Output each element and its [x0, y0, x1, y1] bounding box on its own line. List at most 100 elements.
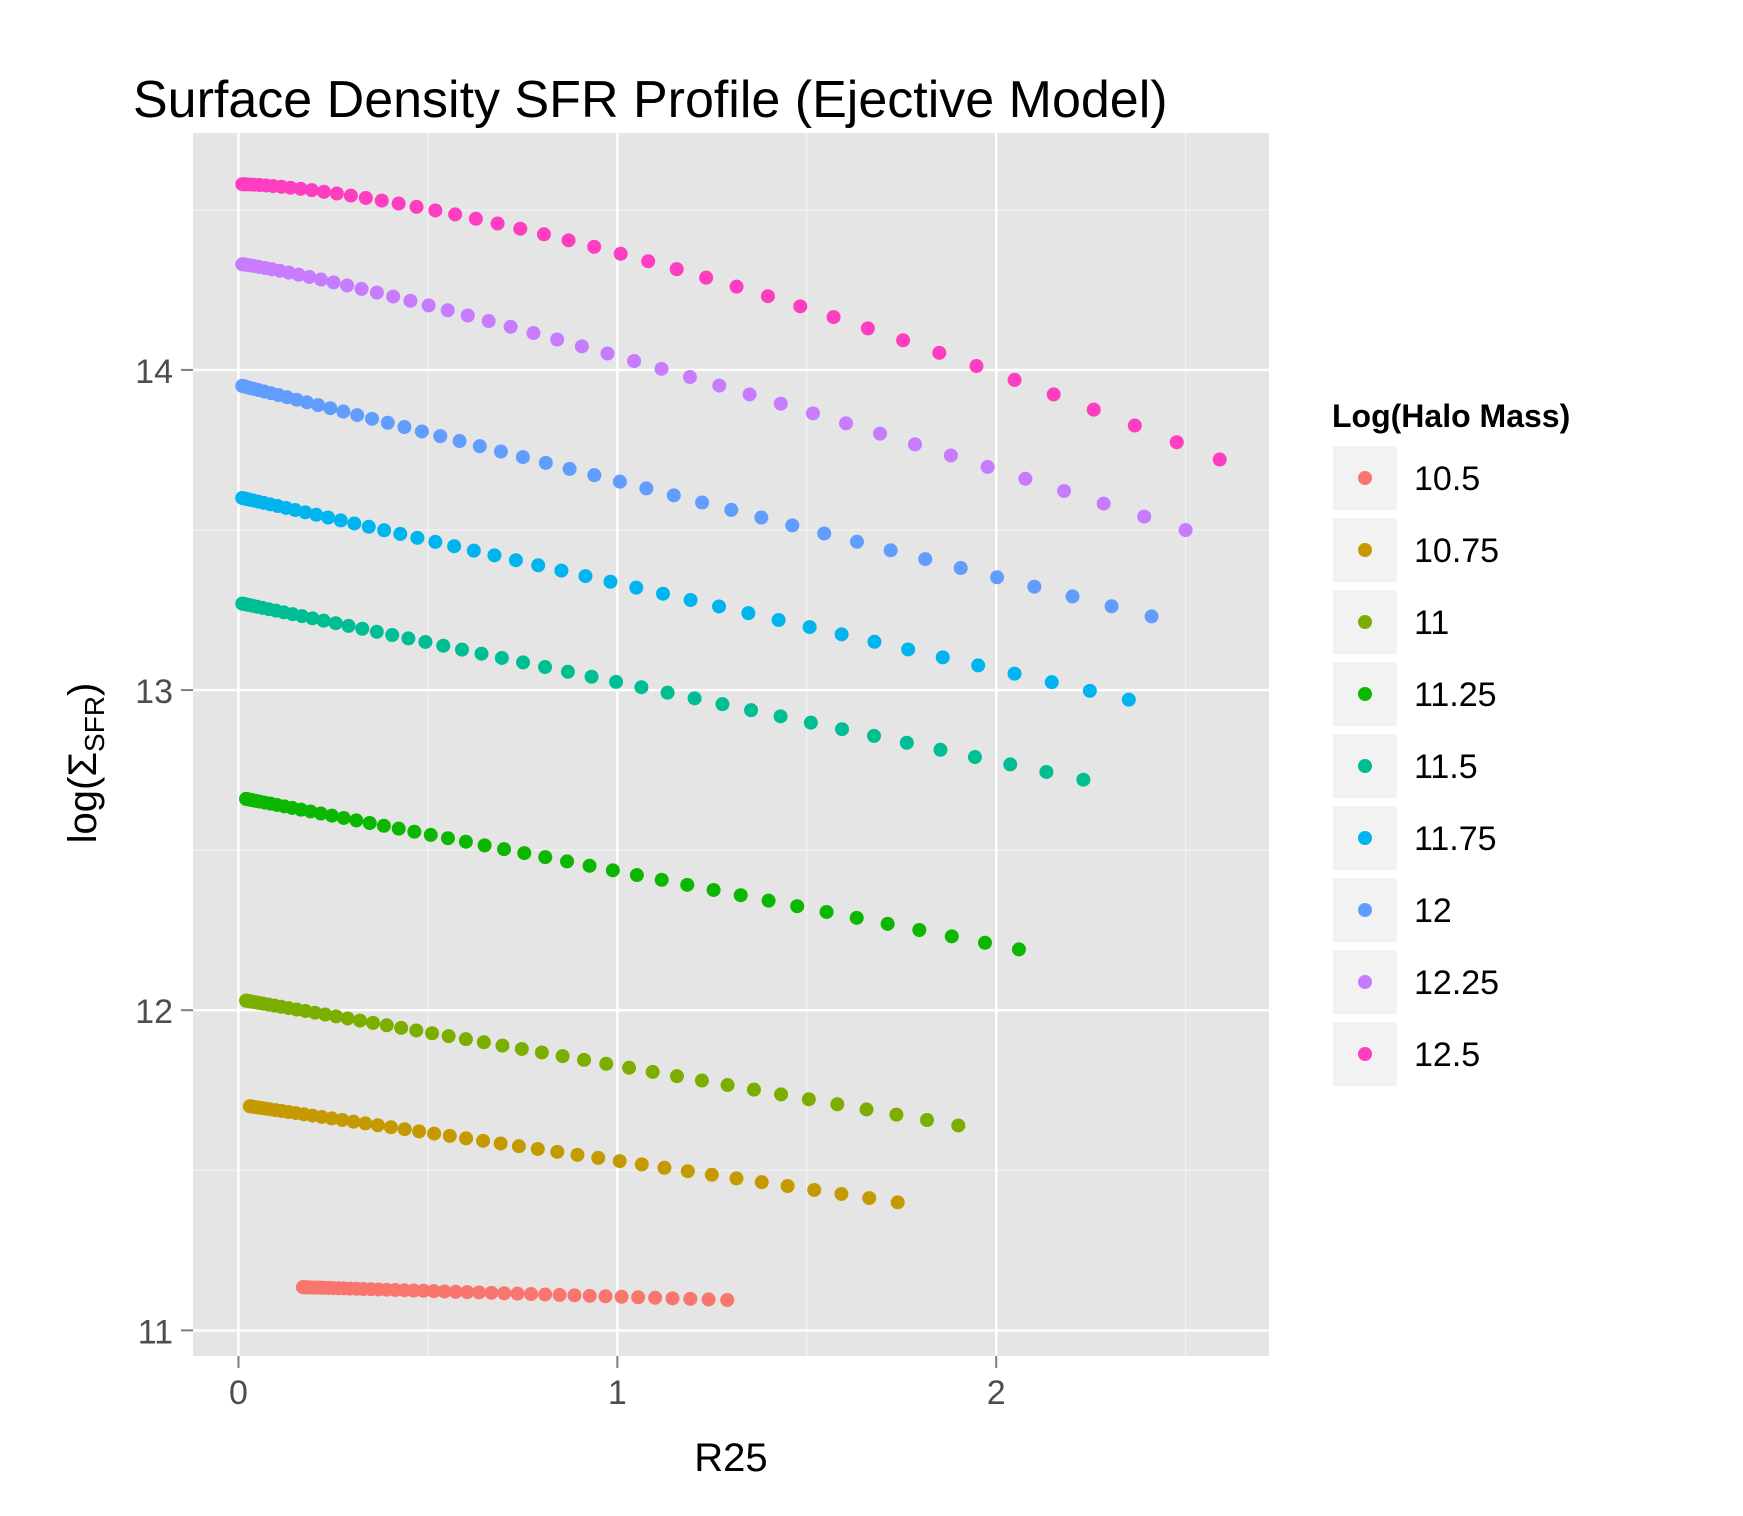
legend-label: 11.5	[1414, 748, 1478, 786]
data-point	[712, 599, 727, 614]
data-point	[834, 1186, 849, 1201]
data-point	[627, 353, 642, 368]
data-point	[1121, 692, 1136, 707]
data-point	[977, 935, 992, 950]
data-point	[570, 1147, 585, 1162]
data-point	[380, 415, 395, 430]
data-point	[802, 620, 817, 635]
data-point	[428, 534, 443, 549]
data-point	[414, 424, 429, 439]
data-point	[531, 558, 546, 573]
data-point	[1144, 609, 1159, 624]
data-point	[511, 1139, 526, 1154]
data-point	[377, 523, 392, 538]
data-point	[834, 627, 849, 642]
data-point	[971, 658, 986, 673]
data-point	[354, 281, 369, 296]
data-point	[366, 1015, 381, 1030]
data-point	[416, 1283, 431, 1298]
data-point	[508, 553, 523, 568]
data-point	[754, 1175, 769, 1190]
data-point	[660, 685, 675, 700]
data-point	[335, 1112, 350, 1127]
y-axis-label: log(ΣSFR)	[61, 683, 110, 844]
data-point	[918, 552, 933, 567]
data-point	[793, 299, 808, 314]
legend-marker	[1358, 759, 1372, 773]
data-point	[1212, 452, 1227, 467]
data-point	[803, 715, 818, 730]
data-point	[1137, 509, 1152, 524]
data-point	[587, 239, 602, 254]
data-point	[830, 1097, 845, 1112]
data-point	[341, 618, 356, 633]
data-point	[562, 461, 577, 476]
data-point	[682, 370, 697, 385]
data-points	[235, 177, 1227, 1307]
data-point	[397, 420, 412, 435]
data-point	[340, 1011, 355, 1026]
data-point	[951, 1118, 966, 1133]
data-point	[907, 437, 922, 452]
data-point	[459, 1131, 474, 1146]
data-point	[920, 1112, 935, 1127]
data-point	[746, 1082, 761, 1097]
data-point	[374, 193, 389, 208]
data-point	[346, 1114, 361, 1129]
data-point	[554, 563, 569, 578]
data-point	[1065, 589, 1080, 604]
data-point	[493, 444, 508, 459]
data-point	[694, 1073, 709, 1088]
legend-label: 12.25	[1414, 964, 1499, 1002]
data-point	[477, 838, 492, 853]
data-point	[407, 824, 422, 839]
data-point	[839, 416, 854, 431]
data-point	[316, 613, 331, 628]
data-point	[437, 1284, 452, 1299]
data-point	[634, 680, 649, 695]
data-point	[494, 650, 509, 665]
legend-label: 10.5	[1414, 460, 1480, 498]
data-point	[347, 516, 362, 531]
data-point	[538, 660, 553, 675]
data-point	[612, 474, 627, 489]
data-point	[669, 262, 684, 277]
data-point	[293, 181, 308, 196]
data-point	[487, 548, 502, 563]
x-axis-label: R25	[694, 1436, 767, 1480]
data-point	[1082, 683, 1097, 698]
data-point	[680, 877, 695, 892]
data-point	[729, 1171, 744, 1186]
data-point	[867, 728, 882, 743]
data-point	[849, 534, 864, 549]
legend-marker	[1358, 687, 1372, 701]
data-point	[1044, 675, 1059, 690]
data-point	[634, 1157, 649, 1172]
data-point	[933, 742, 948, 757]
legend-title: Log(Halo Mass)	[1332, 398, 1570, 434]
data-point	[801, 1092, 816, 1107]
data-point	[530, 1141, 545, 1156]
data-point	[889, 1107, 904, 1122]
data-point	[425, 1026, 440, 1041]
y-axis: 11 12 13 14	[135, 353, 193, 1351]
data-point	[534, 1045, 549, 1060]
data-point	[393, 526, 408, 541]
data-point	[771, 612, 786, 627]
data-point	[603, 574, 618, 589]
data-point	[605, 863, 620, 878]
data-point	[773, 709, 788, 724]
data-point	[1007, 666, 1022, 681]
data-point	[873, 426, 888, 441]
data-point	[687, 691, 702, 706]
data-point	[598, 1289, 613, 1304]
data-point	[969, 359, 984, 374]
data-point	[704, 1167, 719, 1182]
data-point	[744, 703, 759, 718]
data-point	[552, 1287, 567, 1302]
data-point	[932, 345, 947, 360]
data-point	[883, 543, 898, 558]
data-point	[474, 646, 489, 661]
data-point	[860, 321, 875, 336]
